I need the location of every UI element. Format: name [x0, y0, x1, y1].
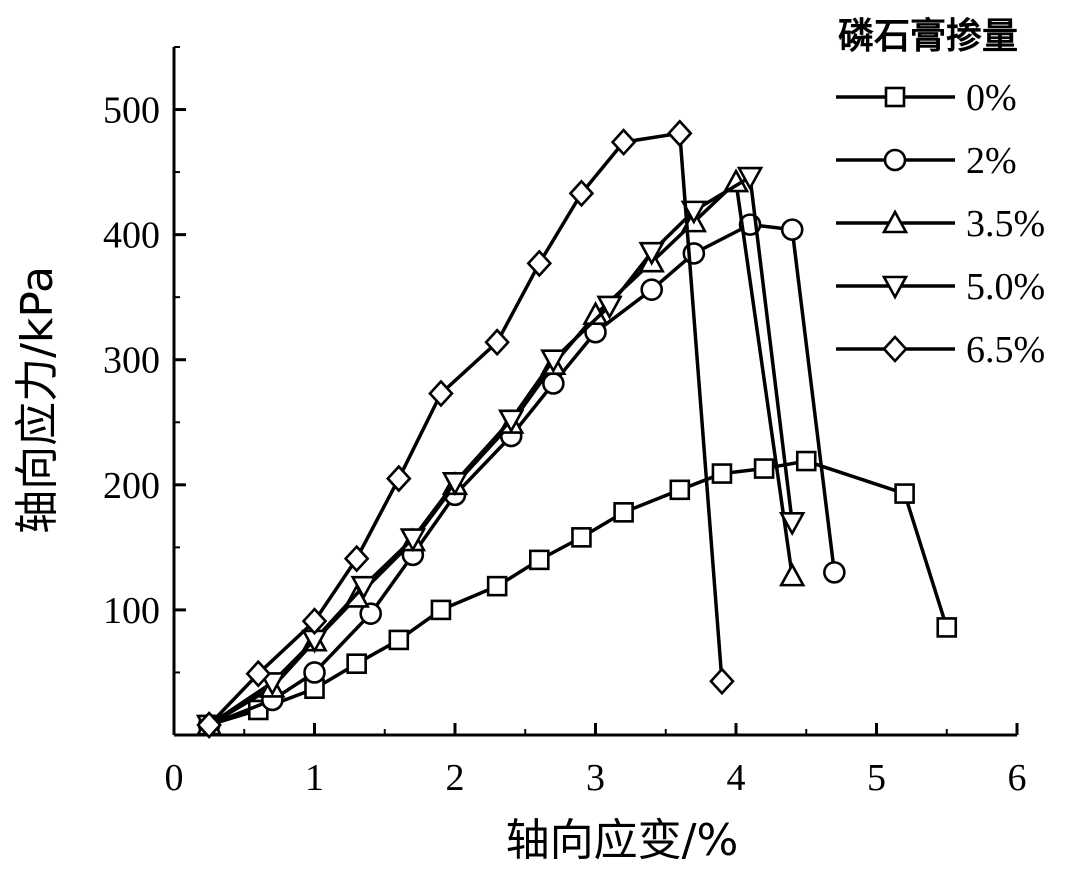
data-point — [484, 328, 510, 357]
series-3 — [195, 168, 806, 736]
x-tick-label: 4 — [727, 757, 746, 799]
y-tick-label: 500 — [103, 90, 160, 132]
data-point — [638, 241, 665, 266]
legend-marker — [884, 86, 906, 108]
data-point — [894, 483, 915, 504]
legend-label: 3.5% — [966, 203, 1045, 245]
data-point — [568, 179, 595, 208]
legend-label: 2% — [966, 140, 1017, 182]
y-tick-label: 200 — [103, 465, 160, 507]
data-point — [259, 672, 286, 697]
legend-marker — [881, 209, 909, 234]
y-axis-title: 轴向应力/kPa — [12, 266, 63, 534]
data-point — [613, 502, 634, 523]
x-tick-label: 2 — [446, 757, 465, 799]
x-tick-label: 6 — [1008, 757, 1027, 799]
data-point — [388, 629, 410, 651]
data-point — [936, 617, 958, 638]
data-point — [359, 602, 383, 625]
series-4 — [195, 166, 806, 739]
data-point — [350, 575, 377, 600]
legend-item: 0% — [836, 77, 1017, 119]
data-point — [498, 409, 525, 434]
legend-item: 5.0% — [836, 266, 1045, 308]
data-point — [795, 450, 817, 472]
legend-marker — [881, 275, 909, 300]
data-point — [736, 166, 764, 191]
data-point — [343, 544, 370, 573]
legend-label: 5.0% — [966, 266, 1045, 308]
data-point — [303, 661, 326, 684]
data-point — [245, 659, 272, 688]
series-5 — [196, 119, 735, 739]
series-line — [207, 131, 724, 727]
legend-label: 6.5% — [966, 329, 1045, 371]
data-point — [196, 711, 222, 739]
x-tick-label: 0 — [165, 757, 184, 799]
data-point — [596, 295, 623, 320]
data-point — [430, 599, 452, 621]
legend: 磷石膏掺量 0% 2% 3.5% 5.0% 6.5% — [836, 16, 1045, 371]
series-layer — [195, 119, 958, 739]
y-tick-label: 100 — [103, 590, 160, 632]
data-point — [441, 472, 469, 497]
data-point — [779, 562, 806, 587]
x-tick-label: 5 — [867, 757, 886, 799]
data-point — [779, 512, 806, 537]
axes: 0 1 2 3 4 5 6 100 200 300 400 500 — [103, 46, 1027, 799]
data-point — [526, 249, 553, 278]
data-point — [528, 549, 550, 571]
data-point — [399, 528, 427, 553]
legend-marker — [882, 335, 908, 363]
data-point — [709, 667, 735, 696]
data-point — [711, 463, 733, 484]
x-axis-title: 轴向应变/% — [506, 815, 739, 866]
data-point — [610, 128, 637, 156]
data-point — [640, 278, 664, 301]
data-point — [486, 575, 508, 597]
x-tick-label: 1 — [305, 757, 324, 799]
legend-item: 2% — [836, 140, 1017, 182]
data-point — [571, 527, 592, 548]
data-point — [301, 607, 328, 636]
data-point — [780, 218, 804, 241]
legend-marker — [883, 148, 907, 172]
legend-title: 磷石膏掺量 — [838, 16, 1018, 57]
data-point — [667, 119, 693, 148]
data-point — [428, 379, 454, 408]
data-point — [669, 479, 691, 501]
legend-item: 6.5% — [836, 329, 1045, 371]
x-tick-label: 3 — [586, 757, 605, 799]
legend-label: 0% — [966, 77, 1017, 119]
data-point — [823, 561, 846, 584]
data-point — [386, 464, 412, 493]
series-1 — [198, 450, 958, 736]
data-point — [680, 200, 708, 225]
data-point — [346, 653, 367, 674]
legend-item: 3.5% — [836, 203, 1045, 245]
y-tick-label: 400 — [103, 215, 160, 257]
data-point — [753, 458, 775, 479]
data-point — [540, 349, 567, 374]
y-tick-label: 300 — [103, 340, 160, 382]
